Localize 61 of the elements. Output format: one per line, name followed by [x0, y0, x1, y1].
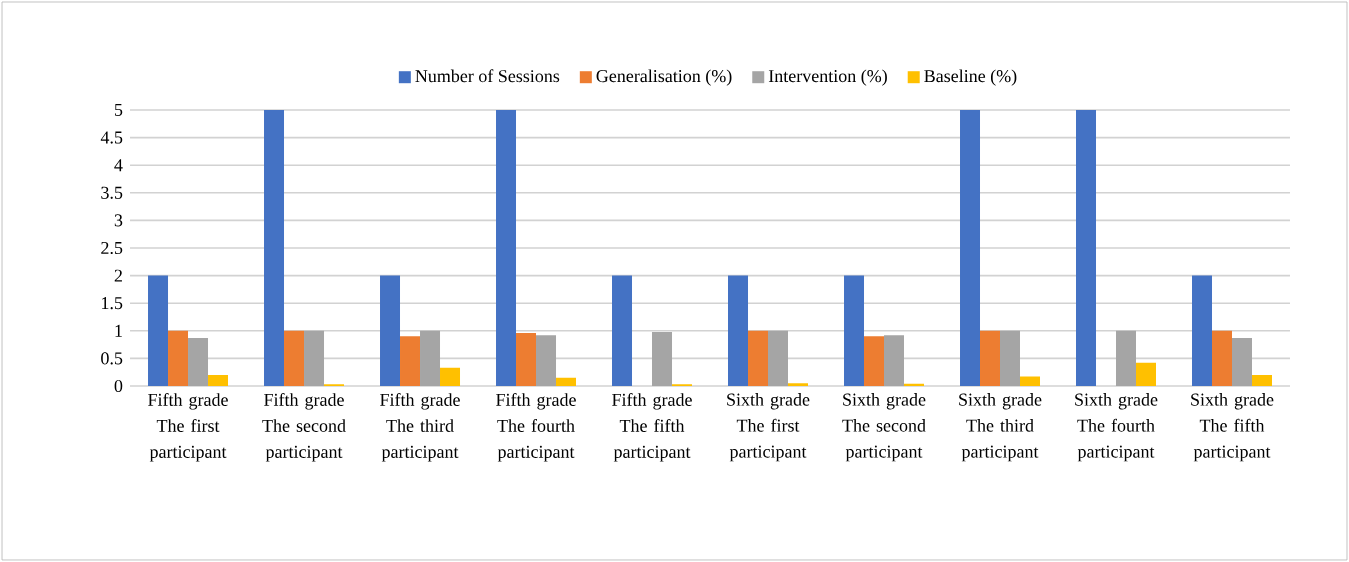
y-tick-label: 5 [114, 104, 123, 116]
bar [1116, 330, 1137, 386]
bar [768, 330, 788, 386]
x-tick-label: Sixth grade The fifth participant [1191, 393, 1274, 462]
bar [1020, 376, 1040, 386]
bar [420, 330, 441, 386]
y-tick-label: 4 [114, 159, 123, 172]
x-tick-label: Fifth grade The second participant [262, 393, 346, 462]
bar [728, 275, 749, 386]
bar [380, 275, 401, 386]
bar [748, 330, 769, 386]
bar [980, 330, 1001, 386]
bar [1232, 337, 1253, 386]
y-tick-label: 2.5 [101, 241, 123, 255]
bar [208, 374, 229, 386]
bar [1000, 330, 1020, 386]
bar [652, 331, 673, 386]
legend-label: Intervention (%) [768, 69, 887, 86]
bar [440, 367, 461, 386]
y-tick-label: 2 [114, 269, 122, 282]
y-tick-label: 3.5 [101, 186, 123, 199]
legend-label: Baseline (%) [924, 69, 1017, 86]
x-tick-label: Fifth grade The first participant [148, 393, 228, 462]
x-tick-label: Sixth grade The fourth participant [1075, 393, 1158, 462]
x-tick-label: Sixth grade The second participant [842, 393, 926, 462]
y-tick-label: 4.5 [100, 131, 123, 144]
y-tick-label: 3 [114, 214, 123, 227]
legend-label: Number of Sessions [415, 69, 560, 83]
bar [168, 330, 189, 386]
bar [1252, 374, 1272, 386]
bar [536, 335, 557, 386]
x-tick-label: Fifth grade The fourth participant [496, 393, 576, 462]
bar [1192, 275, 1213, 386]
x-tick-label: Sixth grade The first participant [727, 393, 810, 462]
bar [556, 377, 577, 386]
bar [960, 110, 980, 386]
x-tick-label: Fifth grade The fifth participant [612, 393, 692, 462]
bar [612, 275, 633, 386]
x-tick-label: Sixth grade The third participant [959, 393, 1042, 462]
bar [1136, 362, 1156, 386]
bar [188, 337, 209, 386]
y-tick-label: 1.5 [102, 297, 123, 310]
y-tick-label: 1 [115, 324, 122, 337]
legend-label: Generalisation (%) [596, 69, 732, 86]
bar [148, 275, 169, 386]
bar [1212, 330, 1232, 386]
bar [1076, 110, 1097, 386]
bar [496, 110, 517, 386]
bar [864, 336, 885, 386]
bar [304, 330, 325, 386]
bar [884, 335, 904, 386]
y-tick-label: 0.5 [101, 352, 123, 365]
x-tick-label: Fifth grade The third participant [380, 393, 460, 462]
bar [400, 336, 421, 386]
bar [284, 330, 305, 386]
y-tick-label: 0 [114, 379, 123, 393]
bar [788, 383, 809, 386]
bar [844, 275, 864, 386]
bar [264, 110, 285, 386]
bar [516, 333, 537, 386]
bar [904, 383, 925, 386]
